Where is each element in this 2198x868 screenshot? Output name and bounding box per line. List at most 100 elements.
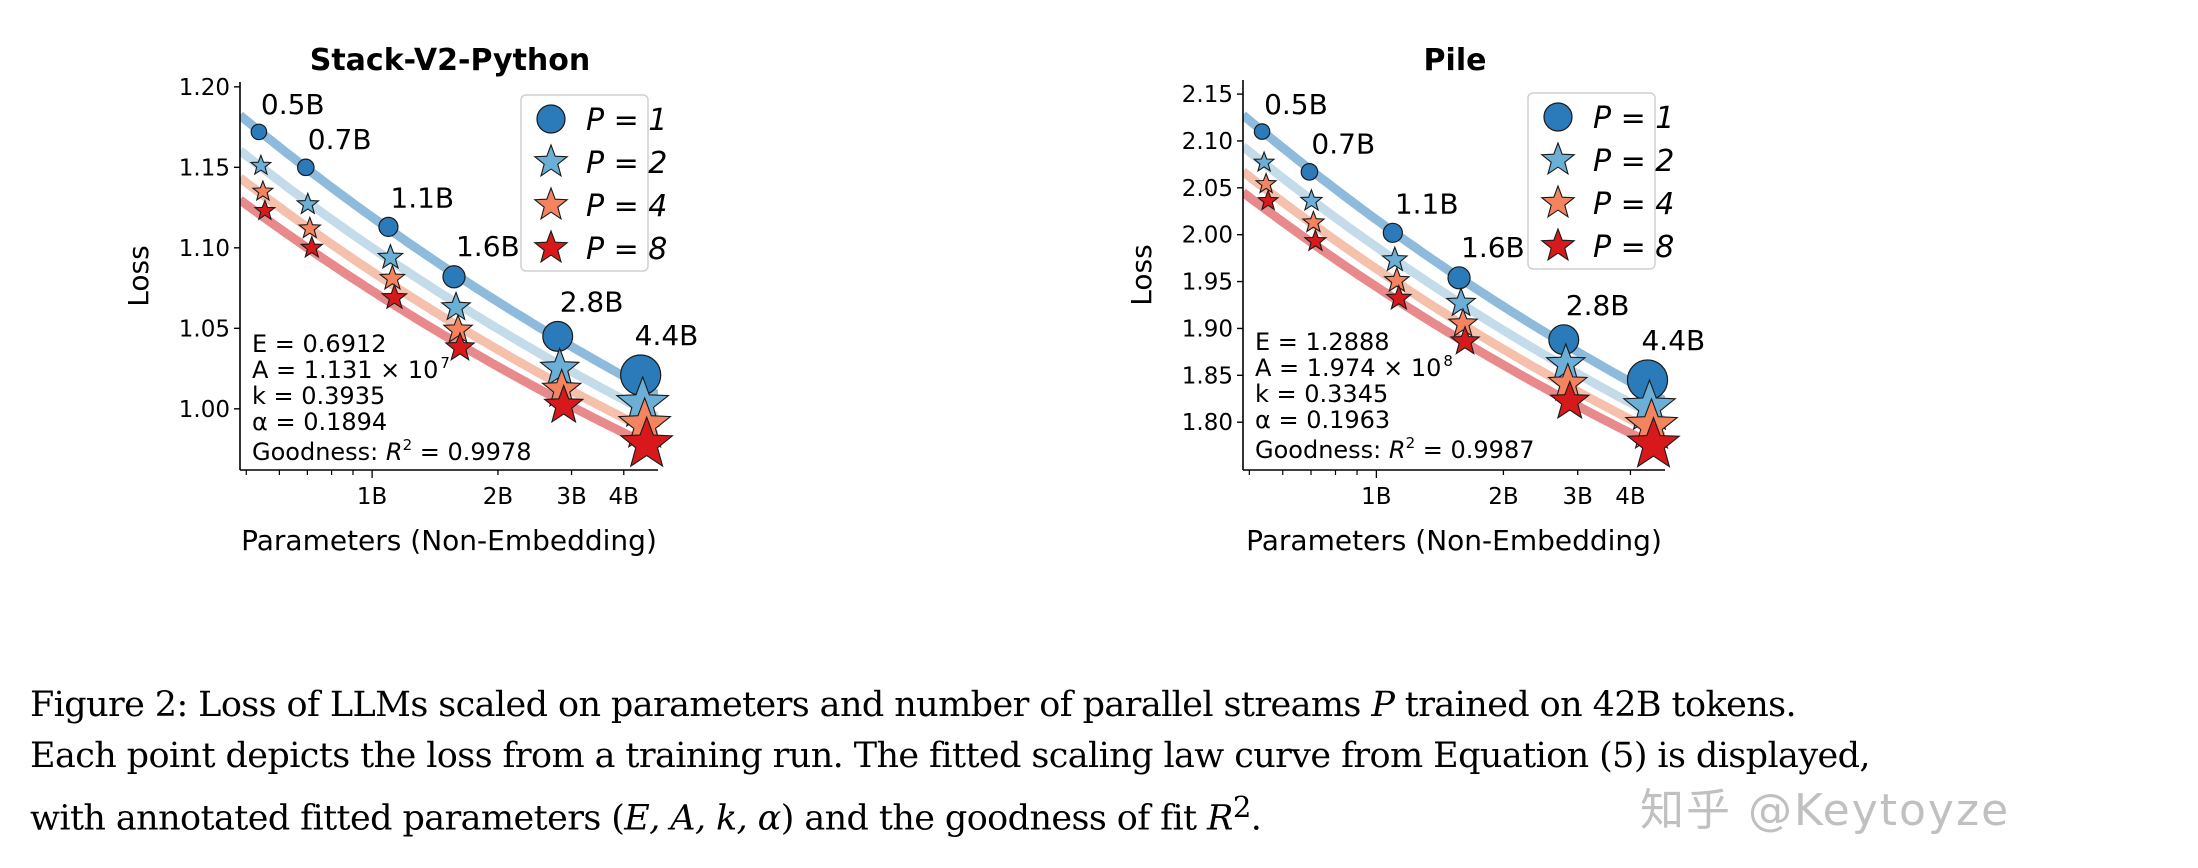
caption-text: ) and the goodness of fit bbox=[780, 798, 1208, 839]
data-point-p8 bbox=[253, 198, 277, 221]
legend-marker-star-icon bbox=[533, 186, 569, 221]
x-tick-label: 1B bbox=[1361, 484, 1391, 510]
data-point-p4 bbox=[442, 313, 474, 344]
data-point-p1 bbox=[296, 158, 315, 177]
legend-marker-star-icon bbox=[1540, 227, 1576, 262]
caption-var-p: P bbox=[1371, 685, 1395, 725]
y-tick-label: 1.90 bbox=[1182, 316, 1233, 342]
figure: Stack-V2-Python0.5B0.7B1.1B1.6B2.8B4.4B1… bbox=[122, 43, 1705, 557]
y-tick-label: 1.85 bbox=[1182, 363, 1233, 389]
goodness-value: = 0.9987 bbox=[1415, 436, 1534, 464]
data-point-p1 bbox=[1300, 163, 1319, 181]
goodness-value: = 0.9978 bbox=[412, 438, 531, 466]
data-point-p8 bbox=[1449, 325, 1481, 355]
fit-param-k: k = 0.3935 bbox=[252, 382, 385, 410]
data-point-p1 bbox=[542, 320, 574, 352]
data-point-p8 bbox=[1385, 284, 1413, 311]
legend-marker-circle-icon bbox=[536, 104, 566, 134]
caption-text: trained on 42B tokens. bbox=[1394, 685, 1797, 725]
data-point-p2 bbox=[440, 290, 472, 321]
legend-item-p4: P = 4 bbox=[1540, 184, 1674, 222]
chart-title: Stack-V2-Python bbox=[310, 43, 591, 78]
y-tick-label: 1.05 bbox=[179, 316, 230, 342]
legend-label: P = 4 bbox=[586, 189, 667, 224]
legend-label: P = 8 bbox=[586, 232, 667, 267]
legend-label: P = 1 bbox=[586, 103, 667, 138]
x-tick-label: 3B bbox=[1563, 484, 1593, 510]
point-label: 1.1B bbox=[1395, 187, 1459, 220]
legend-label: P = 2 bbox=[1593, 144, 1674, 179]
caption-vars: E, A, k, α bbox=[624, 798, 781, 839]
data-point-p1 bbox=[1447, 266, 1471, 290]
fit-param-a-exponent: 8 bbox=[1443, 352, 1453, 370]
data-point-p8 bbox=[1626, 416, 1681, 468]
legend-marker-star-icon bbox=[1540, 184, 1576, 219]
legend-item-p2: P = 2 bbox=[1540, 141, 1674, 179]
y-tick-label: 2.00 bbox=[1182, 223, 1233, 249]
legend-marker-circle-icon bbox=[1543, 102, 1573, 132]
fit-param-k: k = 0.3345 bbox=[1255, 380, 1388, 408]
data-point-p2 bbox=[1252, 150, 1276, 173]
x-tick-label: 1B bbox=[357, 484, 387, 510]
y-axis-label: Loss bbox=[122, 245, 155, 306]
legend-marker-star-icon bbox=[533, 143, 569, 178]
legend-item-p8: P = 8 bbox=[1540, 227, 1674, 265]
legend-item-p4: P = 4 bbox=[533, 186, 667, 224]
point-label: 0.5B bbox=[261, 88, 325, 121]
data-point-p8 bbox=[543, 383, 585, 424]
data-point-p2 bbox=[1299, 188, 1324, 212]
caption-text: Each point depicts the loss from a train… bbox=[30, 736, 1871, 776]
legend-box bbox=[520, 94, 649, 272]
data-point-p8 bbox=[380, 283, 409, 310]
caption-text: . bbox=[1250, 798, 1262, 839]
x-tick-label: 4B bbox=[1615, 484, 1645, 510]
point-label: 1.6B bbox=[1461, 231, 1525, 264]
y-tick-label: 2.10 bbox=[1182, 129, 1233, 155]
fit-param-alpha: α = 0.1894 bbox=[252, 408, 387, 436]
y-tick-label: 1.20 bbox=[179, 75, 230, 101]
data-point-p8 bbox=[1549, 379, 1591, 420]
fit-goodness: Goodness: R2 = 0.9978 bbox=[252, 436, 531, 466]
point-label: 0.7B bbox=[1311, 128, 1375, 161]
fit-param-a-exponent: 7 bbox=[440, 354, 450, 372]
legend-marker-star-icon bbox=[533, 229, 569, 264]
legend-item-p1: P = 1 bbox=[1543, 101, 1674, 136]
point-label: 4.4B bbox=[635, 319, 699, 352]
point-label: 1.1B bbox=[390, 181, 454, 214]
fit-param-a-text: A = 1.131 × 10 bbox=[252, 356, 438, 384]
legend-label: P = 2 bbox=[586, 146, 667, 181]
caption-line-2: Each point depicts the loss from a train… bbox=[30, 731, 2190, 782]
x-tick-label: 3B bbox=[556, 484, 586, 510]
data-point-p1 bbox=[1253, 123, 1271, 140]
legend-label: P = 4 bbox=[1593, 187, 1674, 222]
legend-label: P = 1 bbox=[1593, 101, 1674, 136]
y-tick-label: 1.80 bbox=[1182, 410, 1233, 436]
fit-param-alpha: α = 0.1963 bbox=[1255, 406, 1390, 434]
legend-item-p8: P = 8 bbox=[533, 229, 667, 267]
fit-param-a: A = 1.131 × 10 7 bbox=[252, 354, 450, 384]
point-label: 1.6B bbox=[456, 230, 520, 263]
y-tick-label: 1.15 bbox=[179, 155, 230, 181]
caption-line-1: Figure 2: Loss of LLMs scaled on paramet… bbox=[30, 680, 2190, 731]
point-label: 0.5B bbox=[1264, 88, 1328, 121]
point-label: 0.7B bbox=[308, 123, 372, 156]
legend-item-p1: P = 1 bbox=[536, 103, 667, 138]
y-tick-label: 1.00 bbox=[179, 397, 230, 423]
data-point-p4 bbox=[251, 179, 275, 202]
data-point-p2 bbox=[295, 191, 320, 215]
fit-param-a: A = 1.974 × 10 8 bbox=[1255, 352, 1453, 382]
x-axis-label: Parameters (Non-Embedding) bbox=[241, 524, 657, 557]
chart-title: Pile bbox=[1424, 43, 1487, 78]
y-tick-label: 1.10 bbox=[179, 236, 230, 262]
y-axis-label: Loss bbox=[1125, 244, 1158, 305]
fit-goodness: Goodness: R2 = 0.9987 bbox=[1255, 434, 1534, 464]
x-tick-label: 2B bbox=[483, 484, 513, 510]
caption-text: with annotated fitted parameters ( bbox=[30, 798, 625, 839]
chart-pile: Pile 0.5B 0.7B 1.1B1.6B 2.8B 4.4B 1.80 1.85 1.90… bbox=[1125, 43, 1705, 557]
data-point-p2 bbox=[1381, 245, 1409, 272]
legend-label: P = 8 bbox=[1593, 230, 1674, 265]
goodness-prefix: Goodness: bbox=[252, 438, 386, 466]
y-tick-label: 2.15 bbox=[1182, 82, 1233, 108]
goodness-sup: 2 bbox=[1406, 434, 1416, 452]
data-point-p4 bbox=[1383, 266, 1411, 293]
